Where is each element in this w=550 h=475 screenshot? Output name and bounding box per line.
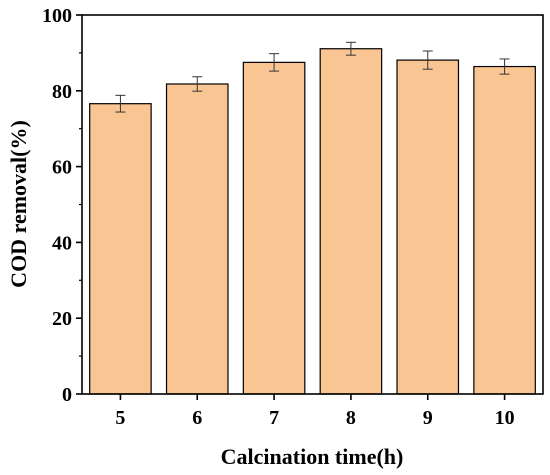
y-axis-title: COD removal(%) (6, 120, 31, 288)
x-tick-label: 9 (423, 407, 433, 429)
y-tick-label: 80 (52, 81, 72, 103)
y-tick-label: 0 (62, 384, 72, 406)
error-bar-6 (192, 76, 203, 92)
bar-6 (165, 83, 229, 395)
x-tick-label: 5 (115, 407, 125, 429)
error-bar-10 (499, 58, 510, 75)
y-tick-label: 40 (52, 232, 72, 254)
bars-group (89, 48, 536, 395)
x-axis-ticks: 5 6 7 8 9 10 (115, 394, 515, 429)
bar-5 (89, 103, 152, 395)
y-tick-label: 100 (42, 5, 72, 27)
bar-7 (242, 61, 306, 395)
error-bar-7 (269, 53, 280, 72)
y-tick-label: 60 (52, 157, 72, 179)
y-axis-ticks: 0 20 40 60 80 100 (42, 5, 82, 406)
y-tick-label: 20 (52, 308, 72, 330)
bar-8 (319, 48, 383, 395)
bar-10 (473, 65, 536, 395)
error-bar-5 (115, 94, 126, 113)
x-tick-label: 8 (346, 407, 356, 429)
error-bar-9 (422, 50, 433, 70)
x-tick-label: 10 (495, 407, 515, 429)
x-tick-label: 7 (269, 407, 279, 429)
bar-9 (396, 59, 460, 395)
x-tick-label: 6 (192, 407, 202, 429)
x-axis-title: Calcination time(h) (221, 444, 404, 469)
error-bar-8 (345, 41, 356, 56)
error-bars-group (115, 41, 510, 113)
